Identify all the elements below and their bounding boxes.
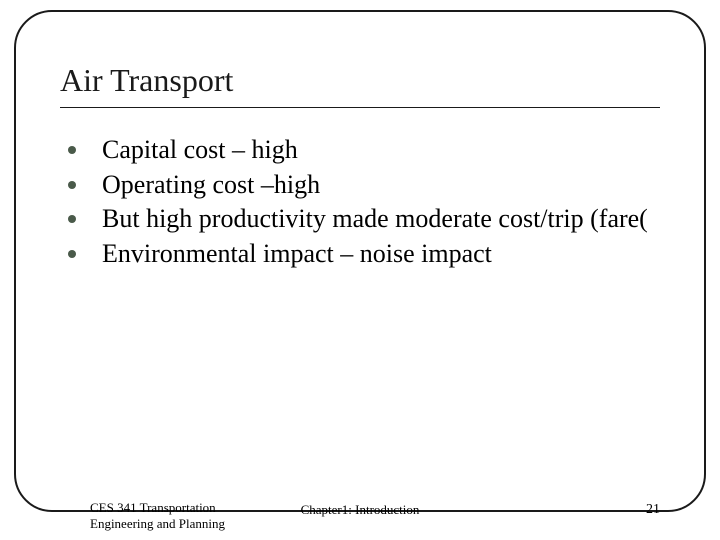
list-item: Environmental impact – noise impact [68, 238, 660, 271]
list-item: Operating cost –high [68, 169, 660, 202]
list-item-text: But high productivity made moderate cost… [102, 204, 648, 233]
page-number: 21 [646, 500, 660, 518]
bullet-list: Capital cost – high Operating cost –high… [60, 134, 660, 270]
list-item: Capital cost – high [68, 134, 660, 167]
bullet-icon [68, 146, 76, 154]
bullet-icon [68, 181, 76, 189]
slide-footer: CES 341 Transportation Engineering and P… [0, 500, 720, 533]
footer-course: CES 341 Transportation Engineering and P… [90, 500, 270, 533]
bullet-icon [68, 215, 76, 223]
slide-content: Air Transport Capital cost – high Operat… [60, 62, 660, 272]
bullet-icon [68, 250, 76, 258]
footer-chapter: Chapter1: Introduction [301, 502, 420, 518]
list-item-text: Capital cost – high [102, 135, 298, 164]
list-item: But high productivity made moderate cost… [68, 203, 660, 236]
list-item-text: Operating cost –high [102, 170, 320, 199]
slide-title: Air Transport [60, 62, 660, 108]
list-item-text: Environmental impact – noise impact [102, 239, 492, 268]
